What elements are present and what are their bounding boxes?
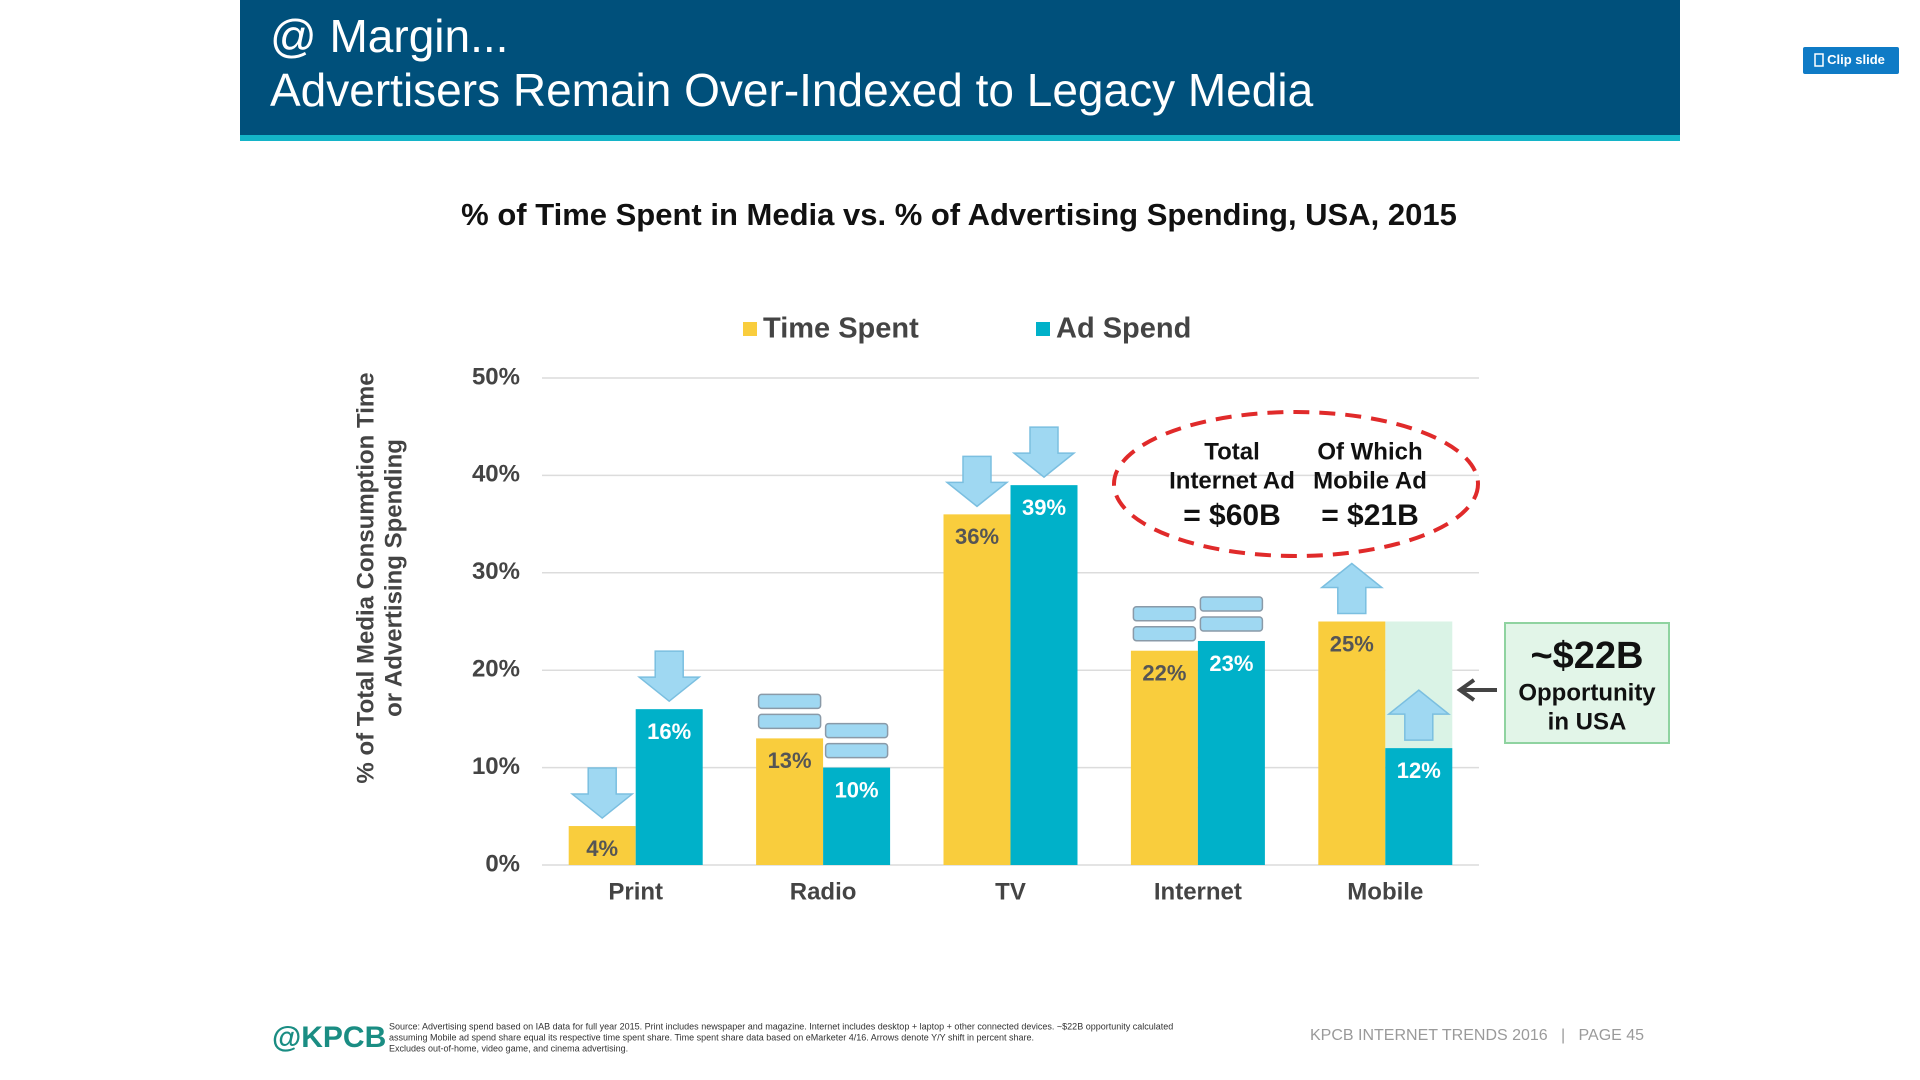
- value-label: 12%: [1397, 758, 1441, 783]
- clip-button[interactable]: [1803, 47, 1899, 74]
- x-tick-label: Radio: [790, 878, 857, 905]
- opportunity-text: Opportunity: [1518, 679, 1656, 706]
- callout-text: Of Which: [1317, 438, 1422, 465]
- x-tick-label: TV: [995, 878, 1026, 905]
- header-line2: Advertisers Remain Over-Indexed to Legac…: [270, 64, 1314, 116]
- shift-equal: [757, 713, 822, 730]
- y-tick-label: 0%: [485, 850, 520, 877]
- value-label: 39%: [1022, 495, 1066, 520]
- pointer-arrow-head: [1456, 678, 1476, 702]
- opportunity-text: in USA: [1548, 708, 1627, 735]
- shift-equal: [757, 693, 822, 710]
- bar: [635, 709, 703, 865]
- value-label: 36%: [955, 524, 999, 549]
- value-label: 13%: [768, 748, 812, 773]
- shift-equal: [1132, 625, 1197, 642]
- shift-arrow: [1319, 562, 1384, 615]
- header-line1: @ Margin...: [270, 10, 508, 62]
- callout-text: Internet Ad: [1169, 467, 1295, 494]
- footer-source: Excludes out-of-home, video game, and ci…: [389, 1043, 628, 1053]
- bar: [1130, 650, 1198, 865]
- header-band: [240, 0, 1680, 135]
- y-axis-label: % of Total Media Consumption Time: [352, 372, 379, 783]
- chart-title: % of Time Spent in Media vs. % of Advert…: [461, 197, 1457, 232]
- bar: [1385, 748, 1453, 865]
- bar: [823, 767, 891, 865]
- shift-arrow: [1386, 689, 1451, 741]
- y-tick-label: 10%: [472, 753, 520, 780]
- shift-equal: [1132, 605, 1197, 622]
- shift-arrow: [637, 650, 702, 703]
- y-tick-label: 50%: [472, 363, 520, 390]
- y-tick-label: 40%: [472, 461, 520, 488]
- shift-arrow: [944, 455, 1010, 508]
- value-label: 22%: [1142, 661, 1186, 686]
- opportunity-box: [1504, 622, 1670, 744]
- bar: [1010, 485, 1078, 865]
- shift-equal: [1199, 616, 1264, 632]
- y-tick-label: 20%: [472, 656, 520, 683]
- plot: 0% 10% 20% 30% 40% 50% Time Spent Ad Spend Print…: [472, 313, 1670, 905]
- value-label: 23%: [1209, 651, 1253, 676]
- footer-page: KPCB INTERNET TRENDS 2016 | PAGE 45: [1310, 1027, 1644, 1044]
- callout-value: = $21B: [1321, 499, 1419, 532]
- shift-arrow: [570, 767, 635, 820]
- shift-equal: [824, 722, 889, 739]
- shift-equal: [824, 742, 889, 759]
- value-label: 16%: [647, 719, 691, 744]
- bar: [756, 738, 824, 865]
- clip-button-label[interactable]: Clip slide: [1827, 52, 1885, 67]
- legend-swatch: [743, 322, 757, 336]
- callout-value: = $60B: [1183, 499, 1281, 532]
- bar: [1318, 621, 1386, 865]
- clip-icon[interactable]: [1814, 53, 1824, 67]
- bar: [1197, 640, 1265, 865]
- footer-logo: @KPCB: [272, 1021, 386, 1054]
- value-label: 10%: [835, 777, 879, 802]
- value-label: 4%: [586, 836, 618, 861]
- callout-text: Mobile Ad: [1313, 467, 1427, 494]
- bar: [568, 826, 636, 865]
- x-tick-label: Mobile: [1347, 878, 1423, 905]
- callout-text: Total: [1204, 438, 1260, 465]
- footer-source: assuming Mobile ad spend share equal its…: [389, 1032, 1034, 1042]
- y-tick-label: 30%: [472, 558, 520, 585]
- shift-arrow: [1011, 426, 1077, 479]
- footer-source: Source: Advertising spend based on IAB d…: [389, 1021, 1173, 1031]
- y-axis-label: or Advertising Spending: [380, 439, 407, 717]
- header-stripe: [240, 135, 1680, 141]
- legend-label: Ad Spend: [1056, 313, 1191, 345]
- x-tick-label: Internet: [1154, 878, 1242, 905]
- value-label: 25%: [1330, 631, 1374, 656]
- x-tick-label: Print: [608, 878, 663, 905]
- legend-label: Time Spent: [763, 313, 919, 345]
- legend-swatch: [1036, 322, 1050, 336]
- bar: [943, 514, 1011, 865]
- callout-oval: [1112, 410, 1480, 558]
- opportunity-value: ~$22B: [1530, 635, 1643, 677]
- shift-equal: [1199, 596, 1264, 612]
